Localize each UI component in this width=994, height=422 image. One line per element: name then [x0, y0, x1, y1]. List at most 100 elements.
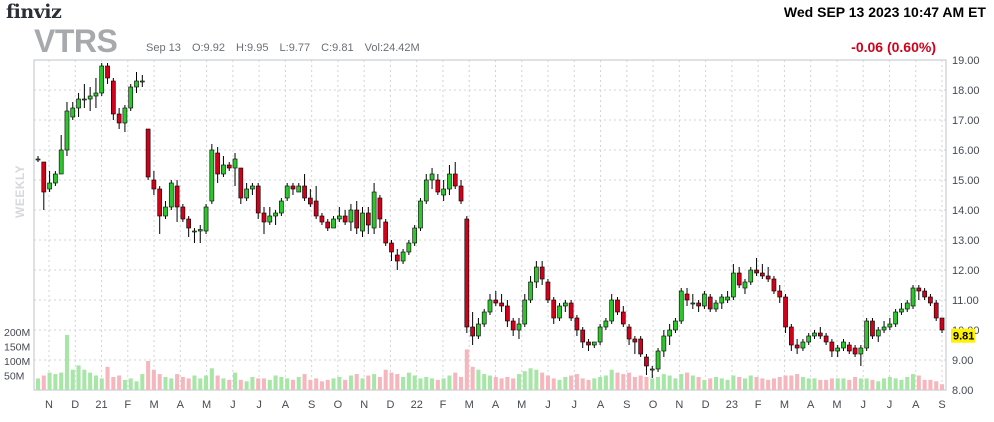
volume-bar [719, 378, 724, 390]
candle-body [817, 332, 823, 337]
candle-body [568, 302, 574, 319]
volume-bar [812, 378, 817, 390]
candle-body [348, 209, 354, 223]
volume-bar [522, 371, 527, 390]
x-tick-label: S [308, 399, 315, 411]
x-tick-label: D [386, 399, 394, 411]
volume-tick-label: 150M [4, 342, 30, 354]
candle-body [620, 311, 626, 325]
volume-bar [505, 376, 510, 390]
datetime: Wed SEP 13 2023 10:47 AM ET [783, 4, 986, 20]
candle-body [290, 185, 296, 190]
volume-bar [829, 378, 834, 390]
volume-bar [713, 376, 719, 390]
volume-bar [737, 376, 742, 390]
candle-body [551, 299, 557, 319]
volume-bar [511, 378, 516, 390]
candle-body [238, 167, 244, 199]
candle-body [615, 299, 620, 313]
last-price-marker: 9.81 [951, 328, 975, 343]
candle-body [754, 269, 759, 274]
candle-body [864, 320, 869, 349]
x-tick-label: N [675, 399, 683, 411]
candle-body [412, 227, 417, 244]
candle-body [696, 302, 701, 307]
volume-bar [615, 372, 620, 390]
volume-bar [644, 376, 649, 390]
volume-bar [928, 379, 933, 390]
candle-body [58, 149, 64, 175]
candle-body [360, 212, 365, 232]
candle-body [580, 329, 586, 343]
x-tick-label: A [492, 399, 500, 411]
ohlc-high: H:9.95 [236, 42, 269, 54]
x-tick-label: M [517, 399, 526, 411]
candle-body [916, 287, 922, 292]
volume-bar [870, 379, 875, 390]
time-axis: N D 21 F M A M J J A S O N D 22 F M A M J J A S O N D 23 F M A M J J A S [45, 399, 946, 411]
volume-bar [609, 369, 614, 390]
volume-bar [424, 376, 429, 390]
candle-body [406, 242, 412, 253]
volume-bar [760, 378, 765, 390]
volume-bar [499, 378, 504, 390]
volume-bar [864, 378, 869, 390]
candle-body [812, 332, 817, 337]
volume-bar [238, 379, 243, 390]
candle-body [899, 308, 904, 313]
volume-bar [476, 369, 481, 390]
candle-body [111, 80, 116, 115]
candle-body [105, 65, 110, 79]
candle-body [122, 107, 128, 124]
volume-bar [70, 369, 75, 390]
candle-body [939, 317, 945, 331]
x-tick-label: J [887, 399, 893, 411]
candle-body [510, 320, 516, 331]
volume-bar [93, 375, 98, 390]
candle-body [794, 344, 800, 349]
volume-bar [447, 375, 452, 390]
candle-body [116, 113, 122, 124]
volume-bar [748, 375, 753, 390]
volume-bar [302, 374, 307, 390]
volume-bar [847, 379, 852, 390]
x-tick-label: A [597, 399, 605, 411]
volume-bar [771, 378, 776, 390]
ohlc-readout: Sep 13 O:9.92 H:9.95 L:9.77 C:9.81 Vol:2… [146, 42, 428, 54]
volume-bar [893, 378, 898, 390]
candle-body [609, 299, 615, 322]
volume-bar [586, 379, 591, 390]
candle-body [134, 80, 139, 88]
candle-body [394, 254, 400, 262]
volume-bar [557, 379, 562, 390]
candle-body [389, 242, 394, 253]
finviz-logo[interactable]: finviz [6, 1, 62, 23]
volume-bar [227, 379, 232, 390]
volume-bar [215, 375, 220, 390]
y-tick-label: 13.00 [952, 235, 980, 247]
x-tick-label: F [755, 399, 762, 411]
ohlc-close: C:9.81 [321, 42, 354, 54]
candle-body [383, 221, 389, 244]
volume-bar [598, 376, 603, 390]
candle-body [47, 182, 52, 190]
candle-body [690, 302, 696, 305]
candle-body [70, 107, 76, 118]
candle-body [760, 272, 765, 277]
volume-bar [916, 375, 921, 390]
volume-bar [146, 361, 151, 390]
candle-body [452, 173, 458, 187]
candle-body [487, 299, 493, 313]
candle-body [928, 296, 933, 304]
x-tick-label: N [45, 399, 53, 411]
volume-bar [354, 374, 359, 390]
candle-body [128, 86, 134, 109]
volume-bar [290, 379, 296, 390]
volume-bar [151, 369, 156, 390]
candle-body [145, 128, 151, 178]
volume-bar [117, 375, 122, 390]
x-tick-label: S [623, 399, 630, 411]
ohlc-low: L:9.77 [279, 42, 311, 54]
volume-tick-label: 50M [4, 371, 24, 383]
